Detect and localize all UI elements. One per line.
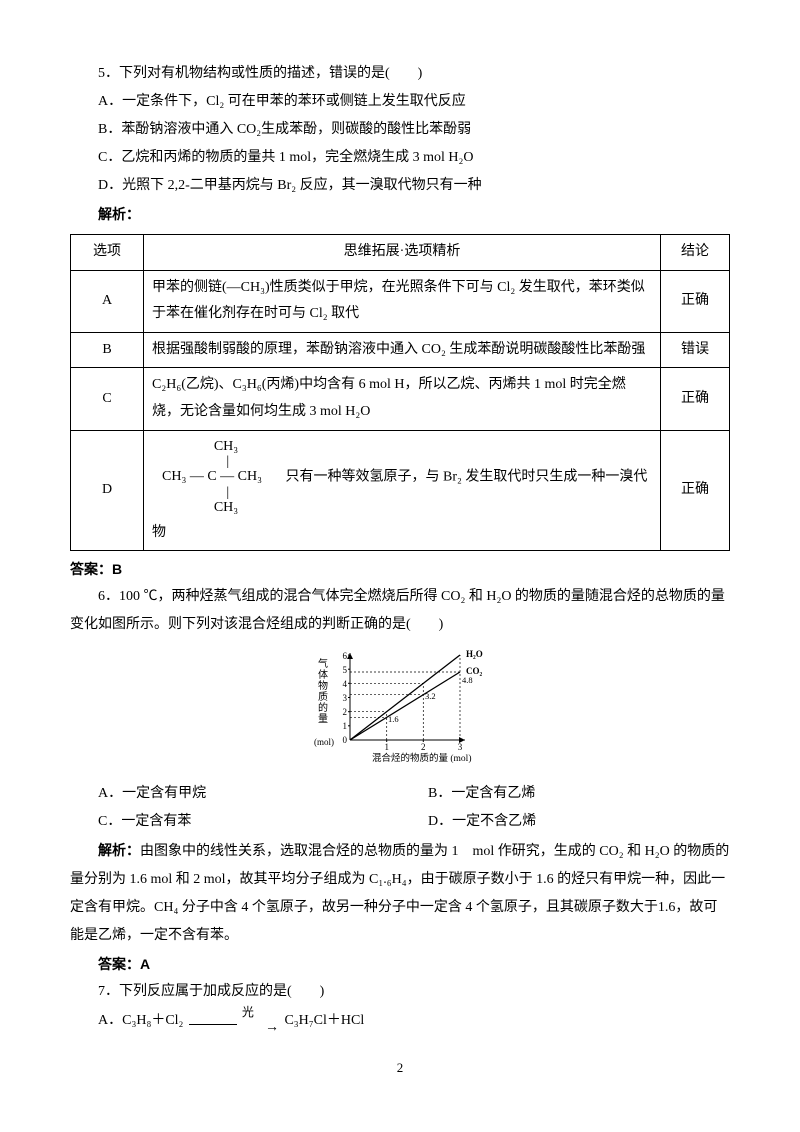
table-row: B 根据强酸制弱酸的原理，苯酚钠溶液中通入 CO₂ 生成苯酚说明碳酸酸性比苯酚强… — [71, 332, 730, 368]
cell-opt: A — [71, 270, 144, 332]
q6-options: A．一定含有甲烷 B．一定含有乙烯 C．一定含有苯 D．一定不含乙烯 — [70, 780, 730, 836]
svg-text:3.2: 3.2 — [425, 691, 436, 701]
cell-opt: B — [71, 332, 144, 368]
table-row: C C₂H₆(乙烷)、C₃H₆(丙烯)中均含有 6 mol H，所以乙烷、丙烯共… — [71, 368, 730, 430]
cell-conc: 正确 — [661, 270, 730, 332]
cell-conc: 正确 — [661, 368, 730, 430]
q6-opt-a: A．一定含有甲烷 — [70, 780, 400, 808]
page-number: 2 — [70, 1055, 730, 1081]
svg-text:4: 4 — [343, 679, 348, 689]
arrow-icon — [189, 1024, 237, 1025]
svg-text:H₂O: H₂O — [466, 649, 483, 659]
q5-answer: 答案：B — [70, 555, 730, 583]
table-row: A 甲苯的侧链(—CH₃)性质类似于甲烷，在光照条件下可与 Cl₂ 发生取代，苯… — [71, 270, 730, 332]
q7-opt-a: A．C₃H₈＋Cl₂ 光 → C₃H₇Cl＋HCl — [70, 1006, 730, 1035]
cell-opt: D — [71, 430, 144, 551]
svg-text:(mol): (mol) — [314, 737, 334, 747]
q6-analysis: 解析：由图象中的线性关系，选取混合烃的总物质的量为 1 mol 作研究，生成的 … — [70, 836, 730, 950]
svg-text:2: 2 — [343, 707, 348, 717]
reaction-condition: 光 — [242, 1005, 254, 1019]
svg-text:0: 0 — [343, 735, 348, 745]
q5-opt-a: A．一定条件下，Cl₂ 可在甲苯的苯环或侧链上发生取代反应 — [70, 88, 730, 116]
q5-opt-d: D．光照下 2,2-二甲基丙烷与 Br₂ 反应，其一溴取代物只有一种 — [70, 172, 730, 200]
q6-stem: 6．100 ℃，两种烃蒸气组成的混合气体完全燃烧后所得 CO₂ 和 H₂O 的物… — [70, 583, 730, 639]
q5-opt-c: C．乙烷和丙烯的物质的量共 1 mol，完全燃烧生成 3 mol H₂O — [70, 144, 730, 172]
cell-detail: 甲苯的侧链(—CH₃)性质类似于甲烷，在光照条件下可与 Cl₂ 发生取代，苯环类… — [144, 270, 661, 332]
svg-text:1: 1 — [384, 742, 389, 752]
q6-graph: 0 1 2 3 4 5 6 1 2 3 H₂O CO₂ — [70, 645, 730, 776]
q5-analysis-label: 解析： — [70, 200, 730, 228]
q6-opt-d: D．一定不含乙烯 — [400, 808, 730, 836]
q6-opt-c: C．一定含有苯 — [70, 808, 400, 836]
svg-text:5: 5 — [343, 665, 348, 675]
svg-text:3: 3 — [458, 742, 463, 752]
q5-stem: 5．下列对有机物结构或性质的描述，错误的是( ) — [70, 60, 730, 88]
q5-opt-b: B．苯酚钠溶液中通入 CO₂生成苯酚，则碳酸的酸性比苯酚弱 — [70, 116, 730, 144]
th-opt: 选项 — [71, 235, 144, 271]
th-conc: 结论 — [661, 235, 730, 271]
svg-text:1: 1 — [343, 721, 348, 731]
q6-opt-b: B．一定含有乙烯 — [400, 780, 730, 808]
q6-answer: 答案：A — [70, 950, 730, 978]
svg-text:3: 3 — [343, 693, 348, 703]
svg-text:混合烃的物质的量 (mol): 混合烃的物质的量 (mol) — [372, 752, 471, 764]
svg-text:4.8: 4.8 — [462, 675, 473, 685]
q5-table: 选项 思维拓展·选项精析 结论 A 甲苯的侧链(—CH₃)性质类似于甲烷，在光照… — [70, 234, 730, 551]
cell-detail: 根据强酸制弱酸的原理，苯酚钠溶液中通入 CO₂ 生成苯酚说明碳酸酸性比苯酚强 — [144, 332, 661, 368]
table-row: D CH₃ | CH₃ — C — CH₃ | CH₃ 只有一种等效氢原子，与 … — [71, 430, 730, 551]
cell-detail: C₂H₆(乙烷)、C₃H₆(丙烯)中均含有 6 mol H，所以乙烷、丙烯共 1… — [144, 368, 661, 430]
cell-conc: 错误 — [661, 332, 730, 368]
th-detail: 思维拓展·选项精析 — [144, 235, 661, 271]
svg-text:1.6: 1.6 — [388, 714, 399, 724]
chem-structure: CH₃ | CH₃ — C — CH₃ | CH₃ — [162, 439, 262, 516]
svg-text:6: 6 — [343, 651, 348, 661]
q7-stem: 7．下列反应属于加成反应的是( ) — [70, 978, 730, 1006]
cell-detail: CH₃ | CH₃ — C — CH₃ | CH₃ 只有一种等效氢原子，与 Br… — [144, 430, 661, 551]
cell-conc: 正确 — [661, 430, 730, 551]
svg-text:2: 2 — [421, 742, 426, 752]
cell-opt: C — [71, 368, 144, 430]
svg-text:气体物质的量: 气体物质的量 — [318, 657, 328, 725]
